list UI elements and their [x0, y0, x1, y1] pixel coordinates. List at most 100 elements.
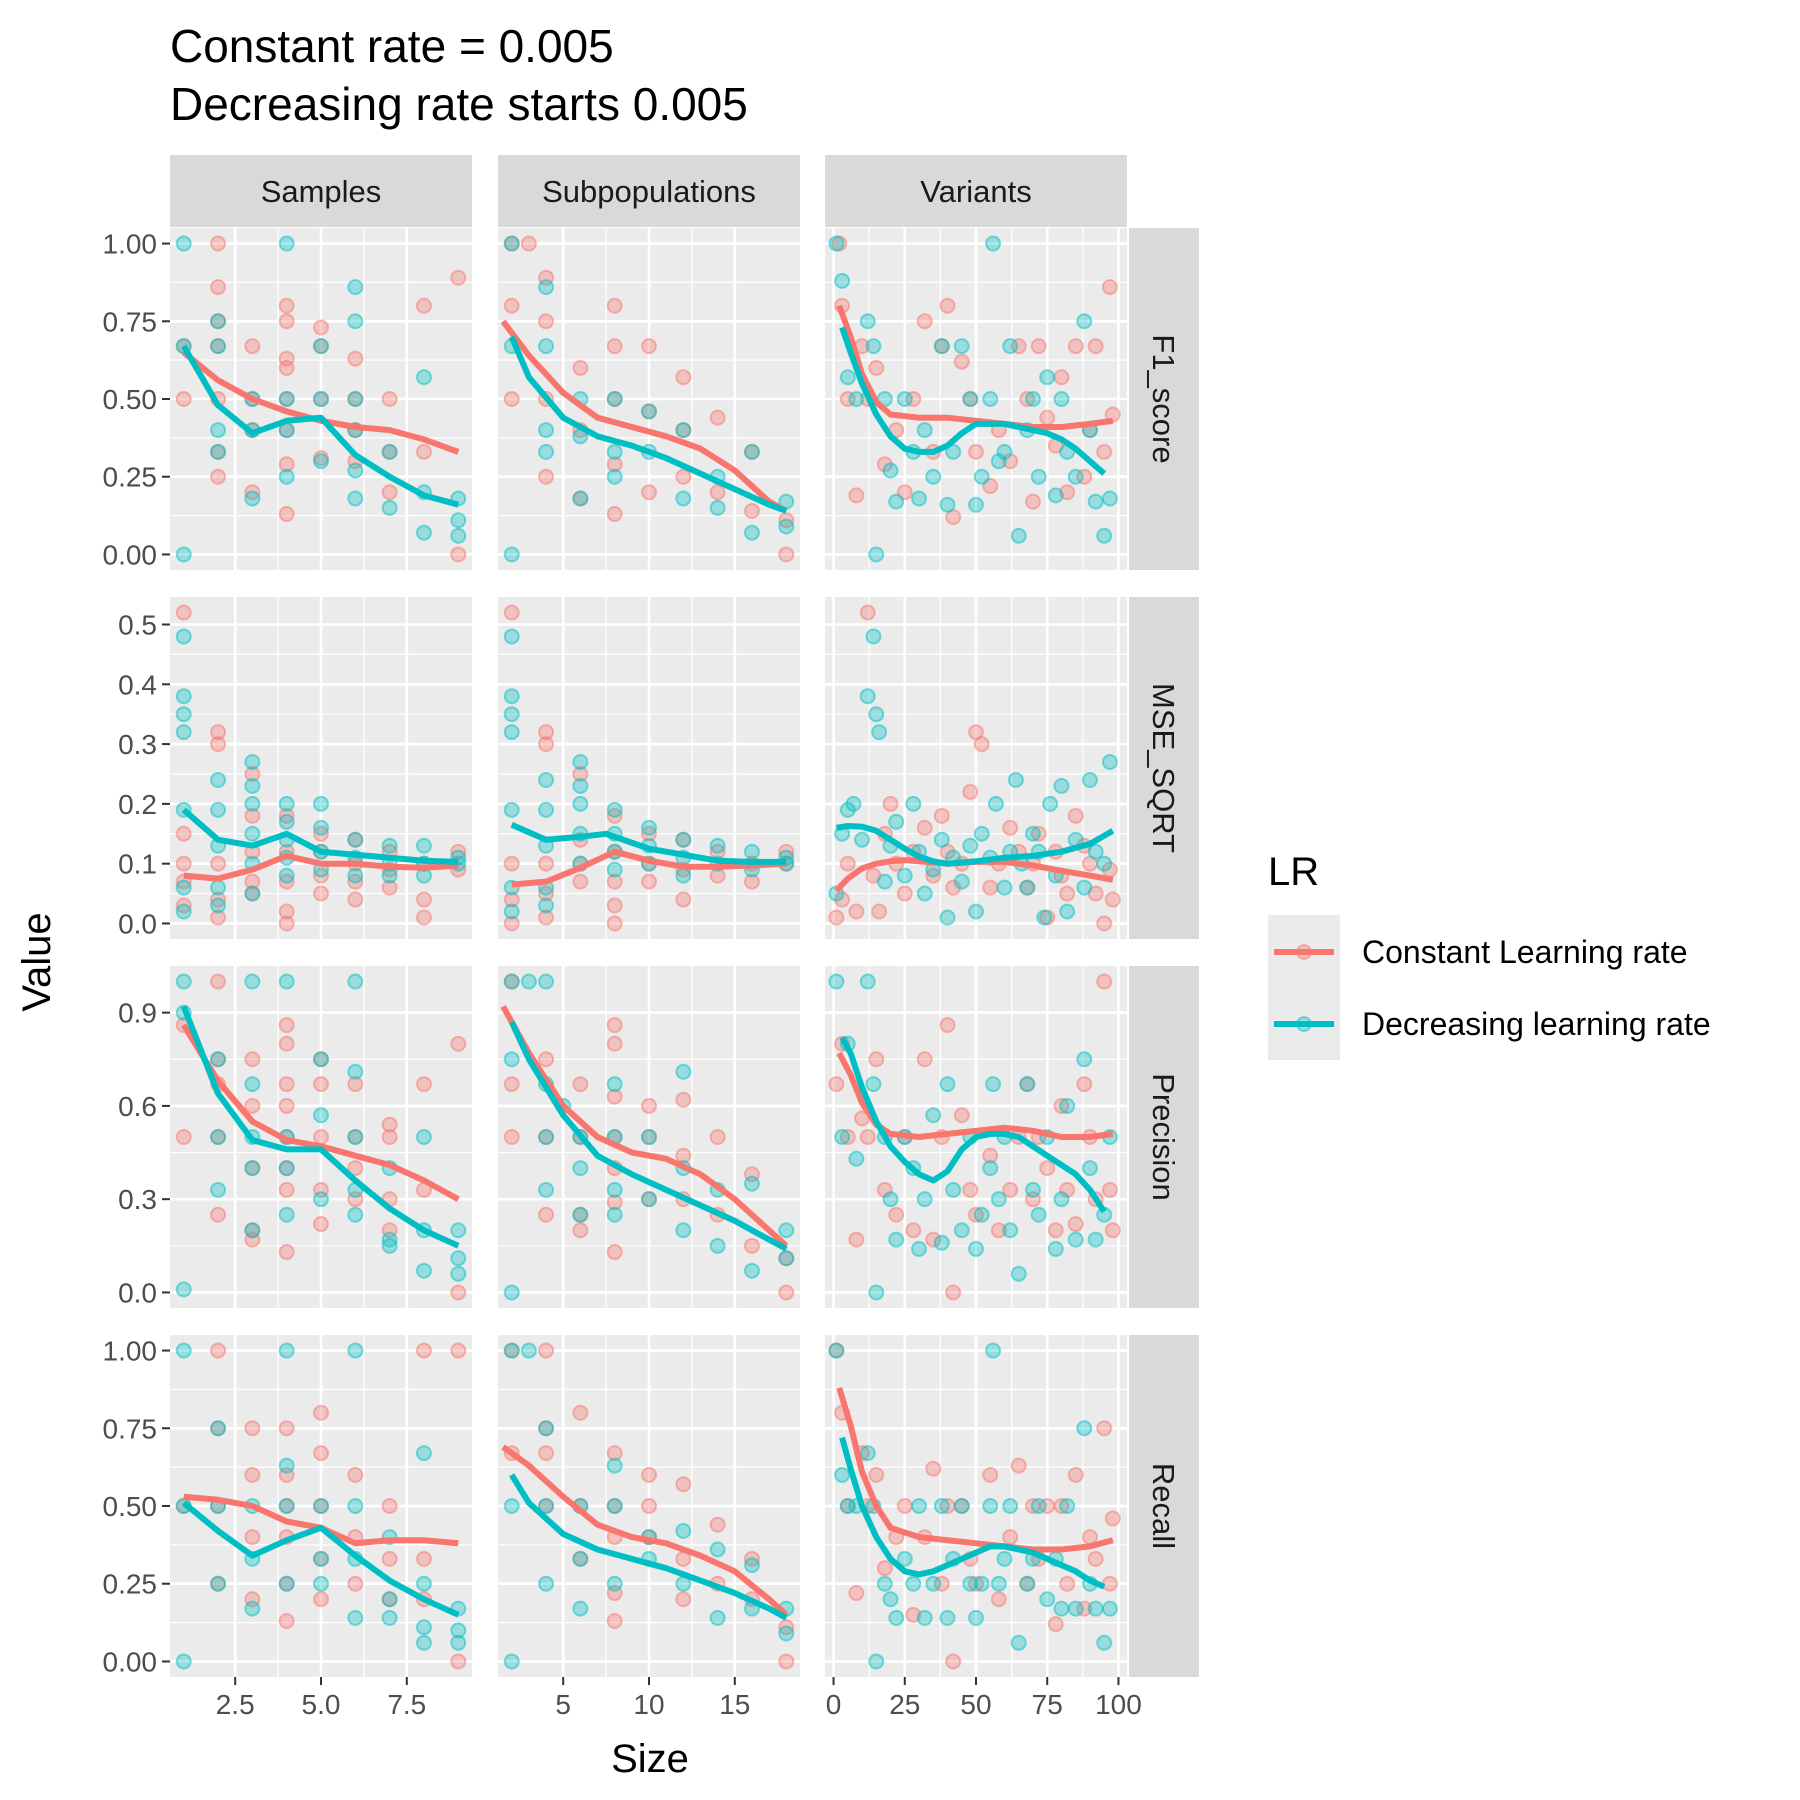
point-constant — [1047, 1616, 1064, 1633]
point-constant — [278, 1017, 295, 1034]
point-constant — [606, 873, 623, 890]
point-decreasing — [1087, 1231, 1104, 1248]
point-decreasing — [1024, 1181, 1041, 1198]
point-decreasing — [210, 801, 227, 818]
point-decreasing — [278, 1575, 295, 1592]
point-constant — [1059, 1575, 1076, 1592]
point-decreasing — [896, 867, 913, 884]
point-decreasing — [175, 706, 192, 723]
panel-precision-samples — [170, 966, 472, 1308]
point-decreasing — [1047, 487, 1064, 504]
chart-title: Constant rate = 0.005 — [170, 20, 614, 72]
x-tick-label: 15 — [719, 1689, 750, 1720]
point-constant — [210, 235, 227, 252]
point-decreasing — [888, 493, 905, 510]
point-constant — [210, 1206, 227, 1223]
smooth-line-decreasing — [839, 326, 1107, 476]
point-decreasing — [503, 1498, 520, 1514]
point-constant — [945, 1284, 962, 1301]
y-tick-label: 0.2 — [118, 789, 157, 820]
point-decreasing — [641, 1129, 657, 1145]
panel-f1-score-samples-data — [175, 235, 467, 563]
point-decreasing — [175, 724, 192, 741]
point-constant — [606, 506, 623, 523]
point-decreasing — [1076, 1051, 1093, 1068]
point-constant — [503, 1076, 520, 1093]
panels-layer: Samples Subpopulations Variants F1_score MSE… — [103, 155, 1199, 1720]
point-decreasing — [933, 1498, 950, 1514]
point-decreasing — [911, 1498, 928, 1514]
point-constant — [450, 1284, 467, 1301]
point-constant — [503, 891, 520, 908]
x-tick-label: 5 — [555, 1689, 571, 1720]
point-decreasing — [175, 1281, 192, 1298]
panel-recall-samples-data — [175, 1342, 467, 1670]
point-decreasing — [415, 1619, 432, 1636]
point-decreasing — [848, 391, 865, 407]
point-constant — [538, 855, 555, 872]
point-decreasing — [503, 546, 520, 563]
point-decreasing — [1039, 369, 1056, 386]
point-constant — [709, 409, 726, 426]
point-decreasing — [996, 879, 1013, 896]
point-decreasing — [210, 422, 227, 439]
panel-recall-variants — [825, 1335, 1127, 1677]
point-decreasing — [839, 369, 856, 386]
point-constant — [1019, 391, 1036, 407]
point-constant — [572, 359, 589, 376]
point-decreasing — [939, 1076, 956, 1093]
point-constant — [278, 1035, 295, 1052]
point-decreasing — [1076, 879, 1093, 896]
point-constant — [828, 909, 845, 926]
point-decreasing — [985, 1342, 1002, 1359]
point-constant — [1039, 1160, 1056, 1177]
point-decreasing — [778, 518, 795, 535]
point-decreasing — [606, 861, 623, 878]
point-decreasing — [520, 973, 537, 990]
point-decreasing — [1053, 777, 1070, 794]
strip-label-f1-score: F1_score — [1146, 334, 1181, 463]
point-decreasing — [968, 903, 984, 920]
point-decreasing — [347, 462, 364, 479]
point-decreasing — [1002, 1498, 1019, 1514]
point-constant — [572, 873, 589, 890]
point-decreasing — [1036, 909, 1053, 926]
point-constant — [882, 795, 899, 812]
point-decreasing — [313, 1107, 329, 1124]
point-decreasing — [538, 1129, 555, 1145]
point-decreasing — [743, 843, 760, 860]
point-decreasing — [606, 443, 623, 460]
point-constant — [278, 297, 295, 314]
point-decreasing — [538, 1420, 555, 1437]
point-constant — [278, 456, 295, 473]
point-constant — [313, 1076, 329, 1093]
point-decreasing — [1024, 825, 1041, 842]
strip-mse-sqrt — [1129, 597, 1199, 939]
point-decreasing — [1076, 313, 1093, 330]
point-decreasing — [175, 628, 192, 645]
point-decreasing — [982, 391, 999, 407]
point-constant — [945, 1653, 962, 1670]
point-decreasing — [916, 1609, 933, 1626]
point-constant — [175, 1129, 192, 1145]
point-decreasing — [675, 831, 692, 848]
point-decreasing — [859, 688, 876, 705]
point-constant — [503, 915, 520, 932]
point-decreasing — [1101, 754, 1118, 771]
point-constant — [778, 843, 795, 860]
point-constant — [859, 604, 876, 621]
point-decreasing — [503, 1051, 520, 1068]
point-decreasing — [415, 1575, 432, 1592]
point-decreasing — [1030, 468, 1047, 485]
point-decreasing — [709, 1541, 726, 1558]
point-constant — [450, 269, 467, 286]
point-decreasing — [175, 903, 192, 920]
point-constant — [244, 1466, 261, 1483]
point-constant — [709, 1129, 726, 1145]
point-constant — [1059, 885, 1076, 902]
point-constant — [278, 506, 295, 523]
point-constant — [848, 487, 865, 504]
point-decreasing — [244, 1600, 261, 1617]
y-tick-label: 0.00 — [103, 1646, 158, 1677]
point-decreasing — [953, 873, 970, 890]
